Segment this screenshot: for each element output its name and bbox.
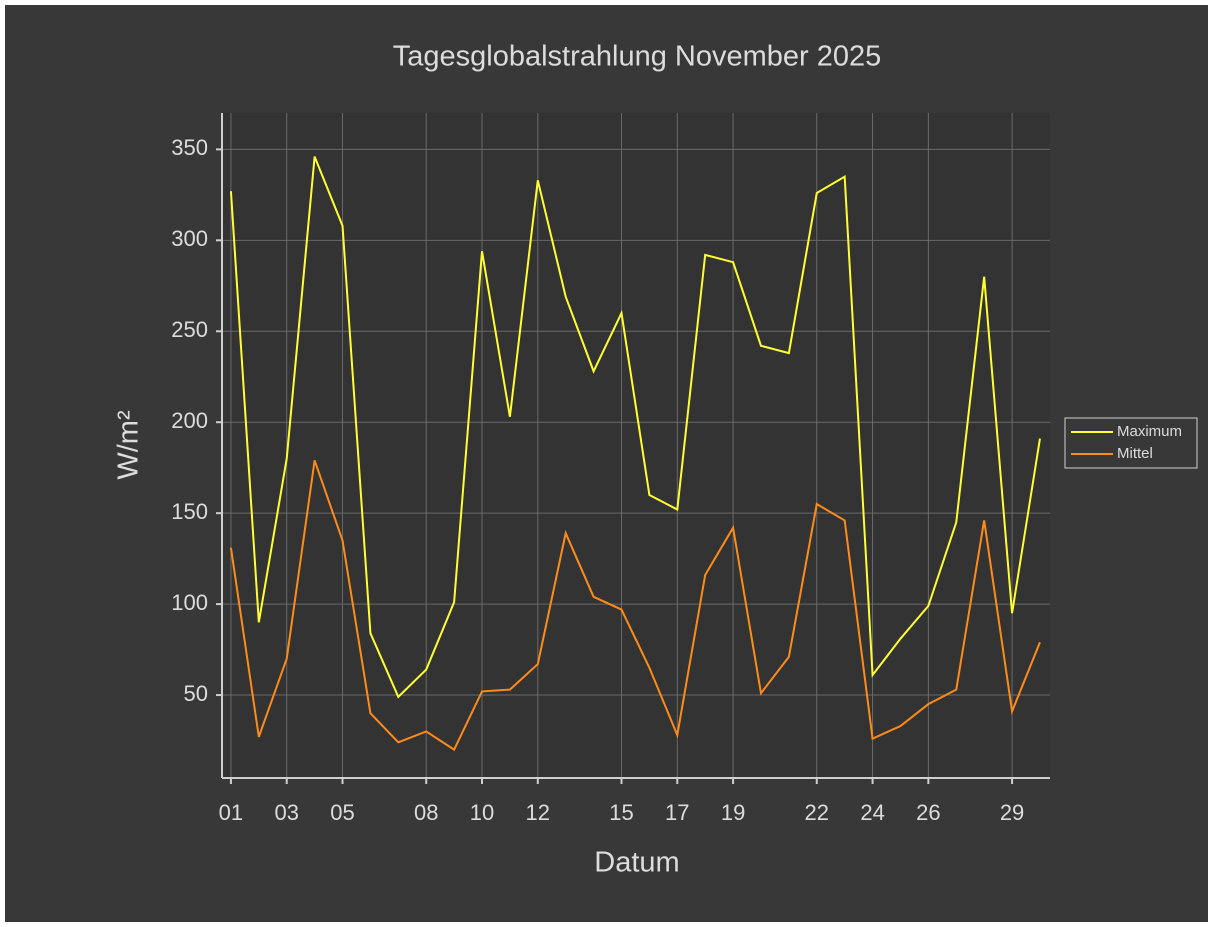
plot-area bbox=[222, 113, 1050, 778]
x-tick-label: 19 bbox=[721, 800, 745, 825]
legend-label: Maximum bbox=[1117, 423, 1182, 440]
x-tick-label: 03 bbox=[274, 800, 298, 825]
x-tick-label: 22 bbox=[805, 800, 829, 825]
y-tick-label: 50 bbox=[184, 681, 208, 706]
line-series bbox=[229, 460, 1041, 752]
legend-label: Mittel bbox=[1117, 445, 1153, 462]
y-tick-label: 150 bbox=[171, 499, 208, 524]
x-tick-label: 26 bbox=[916, 800, 940, 825]
y-tick-label: 250 bbox=[171, 317, 208, 342]
x-tick-label: 10 bbox=[470, 800, 494, 825]
x-tick-label: 08 bbox=[414, 800, 438, 825]
y-axis-label: W/m² bbox=[113, 410, 145, 480]
x-tick-label: 17 bbox=[665, 800, 689, 825]
x-tick-label: 12 bbox=[526, 800, 550, 825]
x-tick-label: 24 bbox=[860, 800, 884, 825]
x-tick-label: 15 bbox=[609, 800, 633, 825]
y-tick-label: 200 bbox=[171, 408, 208, 433]
x-tick-label: 01 bbox=[219, 800, 243, 825]
legend-box bbox=[1064, 417, 1198, 469]
line-series bbox=[229, 156, 1041, 699]
chart-title: Tagesglobalstrahlung November 2025 bbox=[393, 41, 881, 73]
y-tick-label: 300 bbox=[171, 226, 208, 251]
x-tick-label: 05 bbox=[330, 800, 354, 825]
y-tick-label: 350 bbox=[171, 135, 208, 160]
x-tick-label: 29 bbox=[1000, 800, 1024, 825]
x-axis-label: Datum bbox=[594, 847, 679, 879]
y-tick-label: 100 bbox=[171, 590, 208, 615]
